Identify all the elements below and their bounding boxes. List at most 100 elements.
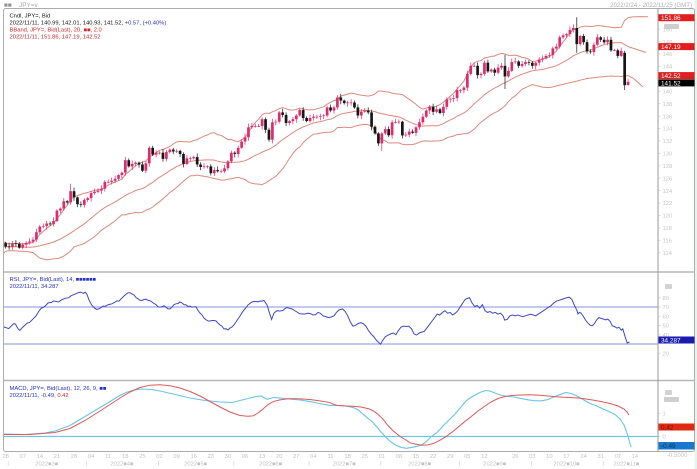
svg-text:Cndl, JPY=, Bid: Cndl, JPY=, Bid — [10, 14, 51, 20]
svg-text:21: 21 — [54, 454, 60, 460]
svg-text:151.86: 151.86 — [661, 15, 681, 22]
svg-text:11: 11 — [105, 454, 111, 460]
svg-text:50: 50 — [663, 324, 670, 330]
svg-text:26: 26 — [512, 454, 518, 460]
svg-text:14: 14 — [37, 454, 44, 460]
svg-text:40: 40 — [663, 333, 670, 339]
svg-text:12: 12 — [481, 454, 487, 460]
svg-text:17: 17 — [563, 454, 569, 460]
svg-text:■■: ■■ — [4, 2, 12, 9]
svg-text:31: 31 — [597, 454, 603, 460]
svg-text:-0.49: -0.49 — [661, 443, 676, 450]
svg-text:128: 128 — [663, 164, 674, 170]
svg-text:|: | — [602, 461, 604, 467]
svg-text:132: 132 — [663, 139, 673, 145]
svg-text:130: 130 — [663, 152, 674, 158]
svg-text:30: 30 — [225, 454, 231, 460]
svg-text:2022■9■: 2022■9■ — [483, 462, 507, 468]
svg-text:2022■4■: 2022■4■ — [110, 462, 134, 468]
svg-text:2022■10■: 2022■10■ — [553, 462, 580, 468]
svg-text:03: 03 — [529, 454, 535, 460]
svg-text:14: 14 — [632, 454, 639, 460]
svg-text:2022/11/11, -0.49, 0.42: 2022/11/11, -0.49, 0.42 — [10, 393, 69, 399]
svg-text:138: 138 — [663, 102, 674, 108]
svg-text:|: | — [233, 461, 235, 467]
svg-text:24: 24 — [580, 454, 587, 460]
svg-text:|: | — [308, 461, 310, 467]
svg-text:01: 01 — [379, 454, 385, 460]
svg-text:140: 140 — [663, 90, 674, 96]
svg-text:34.287: 34.287 — [661, 337, 681, 344]
svg-text:25: 25 — [139, 454, 145, 460]
svg-text:23: 23 — [208, 454, 214, 460]
svg-text:18: 18 — [344, 454, 350, 460]
svg-text:28: 28 — [2, 454, 8, 460]
svg-text:134: 134 — [663, 127, 674, 133]
svg-text:|: | — [7, 461, 9, 467]
svg-text:2022■6■: 2022■6■ — [259, 462, 283, 468]
svg-text:02: 02 — [156, 454, 162, 460]
svg-text:15: 15 — [413, 454, 419, 460]
svg-text:27: 27 — [293, 454, 299, 460]
svg-text:MACD, JPY=, Bid(Last), 12, 26,: MACD, JPY=, Bid(Last), 12, 26, 9, ■■ — [10, 386, 107, 392]
svg-text:08: 08 — [396, 454, 402, 460]
svg-text:2022/11/11, 151.86, 147.19, 14: 2022/11/11, 151.86, 147.19, 142.52 — [10, 35, 101, 41]
svg-text:|: | — [158, 461, 160, 467]
svg-text:2022■8■: 2022■8■ — [408, 462, 432, 468]
svg-text:120: 120 — [663, 214, 674, 220]
svg-text:04: 04 — [310, 454, 317, 460]
svg-text:1: 1 — [663, 412, 666, 418]
svg-text:18: 18 — [122, 454, 128, 460]
svg-text:13: 13 — [259, 454, 265, 460]
svg-text:0.42: 0.42 — [661, 424, 674, 431]
svg-text:20: 20 — [663, 351, 670, 357]
svg-text:05: 05 — [464, 454, 470, 460]
svg-text:25: 25 — [361, 454, 367, 460]
svg-text:122: 122 — [663, 201, 673, 207]
svg-text:JPY=v: JPY=v — [19, 2, 38, 9]
svg-text:144: 144 — [663, 65, 674, 71]
svg-text:60: 60 — [663, 314, 670, 320]
svg-text:2022■5■: 2022■5■ — [184, 462, 208, 468]
svg-text:124: 124 — [663, 189, 674, 195]
svg-text:80: 80 — [663, 296, 670, 302]
svg-text:BBand, JPY=, Bid(Last), 20, ■■: BBand, JPY=, Bid(Last), 20, ■■, 2.0 — [10, 28, 102, 34]
svg-text:2022■7■: 2022■7■ — [333, 462, 357, 468]
svg-text:147.19: 147.19 — [661, 44, 681, 51]
svg-text:11: 11 — [327, 454, 333, 460]
svg-text:126: 126 — [663, 176, 674, 182]
svg-text:|: | — [459, 461, 461, 467]
svg-text:07: 07 — [615, 454, 621, 460]
svg-text:09: 09 — [173, 454, 179, 460]
svg-text:118: 118 — [663, 226, 673, 232]
svg-text:2022■3■: 2022■3■ — [35, 462, 59, 468]
svg-text:22: 22 — [430, 454, 436, 460]
svg-text:20: 20 — [276, 454, 282, 460]
svg-text:116: 116 — [663, 239, 673, 245]
svg-text:28: 28 — [71, 454, 77, 460]
svg-text:146: 146 — [663, 52, 674, 58]
svg-text:148: 148 — [663, 40, 674, 46]
svg-text:2022/2/24 - 2022/11/25 (GMT): 2022/2/24 - 2022/11/25 (GMT) — [610, 2, 692, 9]
svg-text:70: 70 — [663, 305, 670, 311]
svg-text:136: 136 — [663, 114, 674, 120]
svg-text:RSI, JPY=, Bid(Last), 14, ■■■■: RSI, JPY=, Bid(Last), 14, ■■■■■■ — [10, 277, 97, 283]
svg-text:|: | — [380, 461, 382, 467]
svg-text:2022/11/11, 140.99, 142.01, 14: 2022/11/11, 140.99, 142.01, 140.93, 141.… — [10, 21, 167, 27]
svg-text:04: 04 — [88, 454, 95, 460]
svg-text:0: 0 — [663, 435, 667, 441]
svg-text:-0.5000: -0.5000 — [667, 453, 688, 459]
svg-text:29: 29 — [447, 454, 453, 460]
svg-text:06: 06 — [242, 454, 248, 460]
svg-text:142.52: 142.52 — [661, 73, 681, 80]
svg-text:16: 16 — [190, 454, 196, 460]
svg-text:141.52: 141.52 — [661, 80, 681, 87]
svg-text:07: 07 — [19, 454, 25, 460]
svg-text:|: | — [531, 461, 533, 467]
svg-text:2022■11■: 2022■11■ — [614, 462, 640, 468]
svg-text:114: 114 — [663, 251, 673, 257]
svg-text:|: | — [86, 461, 88, 467]
svg-text:150: 150 — [663, 27, 674, 33]
svg-text:10: 10 — [546, 454, 552, 460]
svg-text:2022/11/11, 34.287: 2022/11/11, 34.287 — [10, 284, 59, 290]
